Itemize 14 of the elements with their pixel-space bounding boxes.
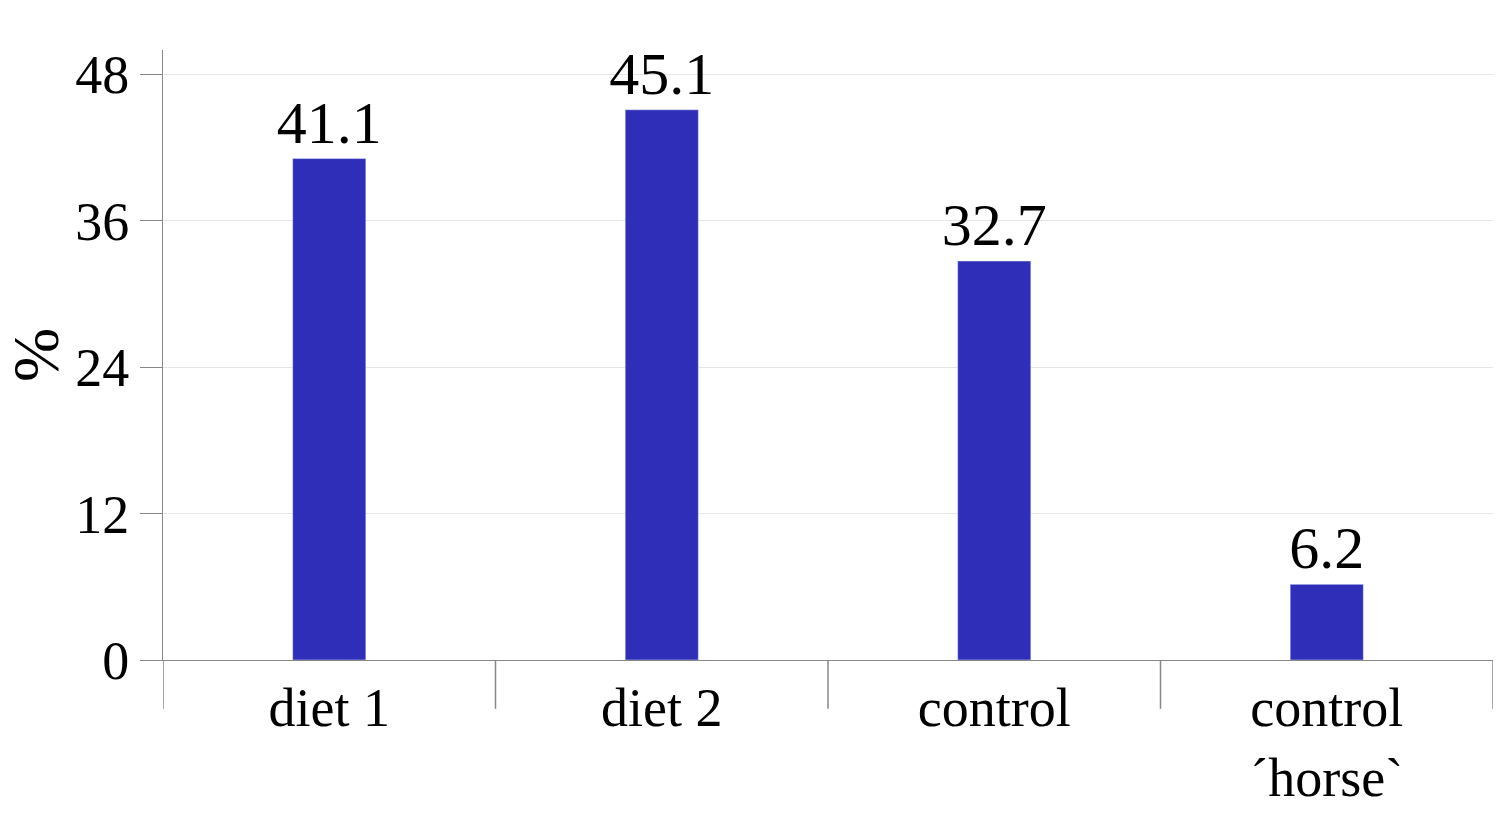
- y-axis-title: %: [0, 327, 72, 383]
- y-tick-label: 0: [102, 630, 130, 691]
- data-label: 41.1: [276, 89, 382, 156]
- data-label: 45.1: [609, 40, 715, 107]
- y-tick-label: 36: [75, 191, 130, 252]
- x-tick-label: diet 1: [268, 677, 390, 738]
- x-tick-label: control ´horse`: [1250, 677, 1404, 808]
- y-tick-label: 12: [75, 484, 130, 545]
- x-tick-label: diet 2: [601, 677, 723, 738]
- data-label: 6.2: [1289, 515, 1365, 582]
- y-tick-label: 24: [75, 338, 130, 399]
- x-tick-label: control: [917, 677, 1071, 738]
- y-tick-label: 48: [75, 45, 130, 106]
- data-label: 32.7: [941, 192, 1047, 259]
